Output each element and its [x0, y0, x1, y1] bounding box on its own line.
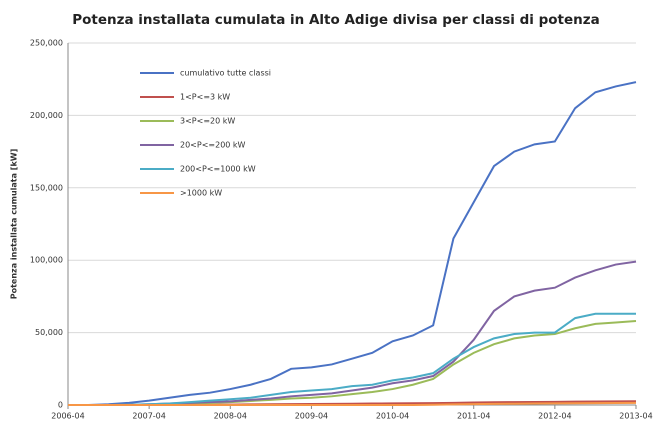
- y-tick-label: 200,000: [30, 111, 63, 120]
- y-tick-label: 250,000: [30, 39, 63, 48]
- x-tick-label: 2008-04: [214, 412, 247, 421]
- x-tick-label: 2011-04: [457, 412, 490, 421]
- x-tick-label: 2007-04: [132, 412, 165, 421]
- y-tick-label: 0: [58, 401, 63, 410]
- chart-title: Potenza installata cumulata in Alto Adig…: [72, 12, 600, 28]
- y-tick-label: 50,000: [35, 328, 63, 337]
- legend-label: 3<P<=20 kW: [180, 117, 235, 126]
- legend-label: 20<P<=200 kW: [180, 141, 246, 150]
- legend-label: 200<P<=1000 kW: [180, 165, 256, 174]
- y-tick-label: 100,000: [30, 256, 63, 265]
- y-tick-label: 150,000: [30, 183, 63, 192]
- series-line: [68, 312, 636, 406]
- series-line: [68, 401, 637, 406]
- y-axis-label: Potenza installata cumulata [kW]: [10, 149, 19, 300]
- x-tick-label: 2006-04: [51, 412, 84, 421]
- series-line: [68, 81, 637, 406]
- legend-label: 1<P<=3 kW: [180, 93, 230, 102]
- x-tick-label: 2013-04: [619, 412, 652, 421]
- legend-label: >1000 kW: [180, 189, 222, 198]
- x-tick-label: 2009-04: [295, 412, 328, 421]
- x-tick-label: 2012-04: [538, 412, 571, 421]
- series-line: [68, 320, 637, 406]
- x-tick-label: 2010-04: [376, 412, 409, 421]
- legend-label: cumulativo tutte classi: [180, 69, 271, 78]
